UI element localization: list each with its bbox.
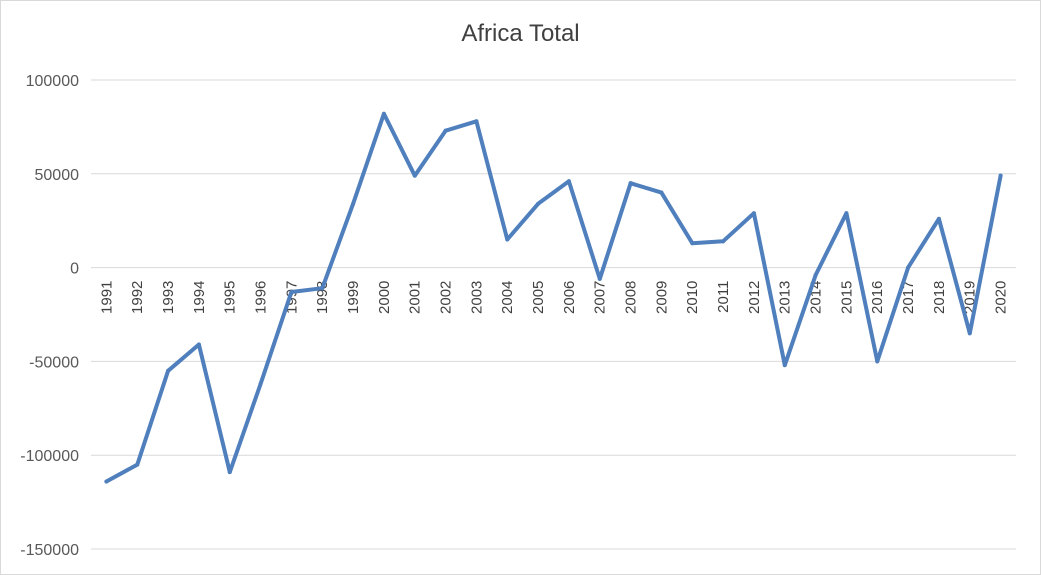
data-point <box>443 128 448 133</box>
y-tick-label: -150000 <box>20 542 79 559</box>
x-tick-label: 2005 <box>530 281 547 314</box>
x-tick-label: 2002 <box>438 281 455 314</box>
x-tick-label: 2012 <box>746 281 763 314</box>
x-tick-label: 2018 <box>931 281 948 314</box>
y-tick-label: 0 <box>70 261 79 278</box>
chart-title: Africa Total <box>461 20 580 47</box>
data-point <box>536 201 541 206</box>
data-point <box>258 381 263 386</box>
data-point <box>813 273 818 278</box>
data-point <box>351 201 356 206</box>
x-tick-label: 2007 <box>592 281 609 314</box>
x-tick-label: 2006 <box>561 281 578 314</box>
x-tick-label: 1995 <box>222 281 239 314</box>
data-point <box>875 359 880 364</box>
data-point <box>967 331 972 336</box>
data-point <box>566 179 571 184</box>
data-point <box>906 265 911 270</box>
x-tick-label: 2008 <box>623 281 640 314</box>
data-point <box>659 190 664 195</box>
x-tick-label: 2015 <box>838 281 855 314</box>
data-point <box>628 181 633 186</box>
x-tick-label: 2010 <box>684 281 701 314</box>
x-tick-label: 2017 <box>900 281 917 314</box>
x-tick-label: 2000 <box>376 281 393 314</box>
data-point <box>505 237 510 242</box>
data-point <box>844 211 849 216</box>
data-point <box>227 470 232 475</box>
data-point <box>751 211 756 216</box>
data-point <box>474 119 479 124</box>
y-tick-label: -50000 <box>29 354 79 371</box>
x-tick-label: 2016 <box>869 281 886 314</box>
data-point <box>104 479 109 484</box>
x-tick-label: 2001 <box>407 281 424 314</box>
x-tick-label: 2004 <box>499 281 516 314</box>
x-tick-label: 1994 <box>191 281 208 314</box>
y-tick-label: 100000 <box>26 73 79 90</box>
x-tick-label: 2013 <box>777 281 794 314</box>
x-tick-label: 2011 <box>715 281 732 313</box>
data-point <box>166 368 171 373</box>
data-point <box>782 363 787 368</box>
series-line <box>104 111 1003 484</box>
x-tick-label: 2009 <box>653 281 670 314</box>
data-point <box>721 239 726 244</box>
data-point <box>690 241 695 246</box>
data-point <box>289 289 294 294</box>
x-tick-label: 1993 <box>160 281 177 314</box>
x-tick-label: 1991 <box>98 281 115 314</box>
x-tick-label: 2020 <box>993 281 1010 314</box>
y-tick-label: -100000 <box>20 448 79 465</box>
data-point <box>381 111 386 116</box>
data-point <box>196 342 201 347</box>
x-tick-label: 1996 <box>253 281 270 314</box>
data-point <box>320 286 325 291</box>
data-point <box>412 173 417 178</box>
data-point <box>936 216 941 221</box>
x-tick-label: 2003 <box>468 281 485 314</box>
data-point <box>135 462 140 467</box>
y-tick-label: 50000 <box>35 167 80 184</box>
data-point <box>998 173 1003 178</box>
x-tick-label: 1999 <box>345 281 362 314</box>
x-tick-label: 1992 <box>129 281 146 314</box>
data-point <box>597 276 602 281</box>
